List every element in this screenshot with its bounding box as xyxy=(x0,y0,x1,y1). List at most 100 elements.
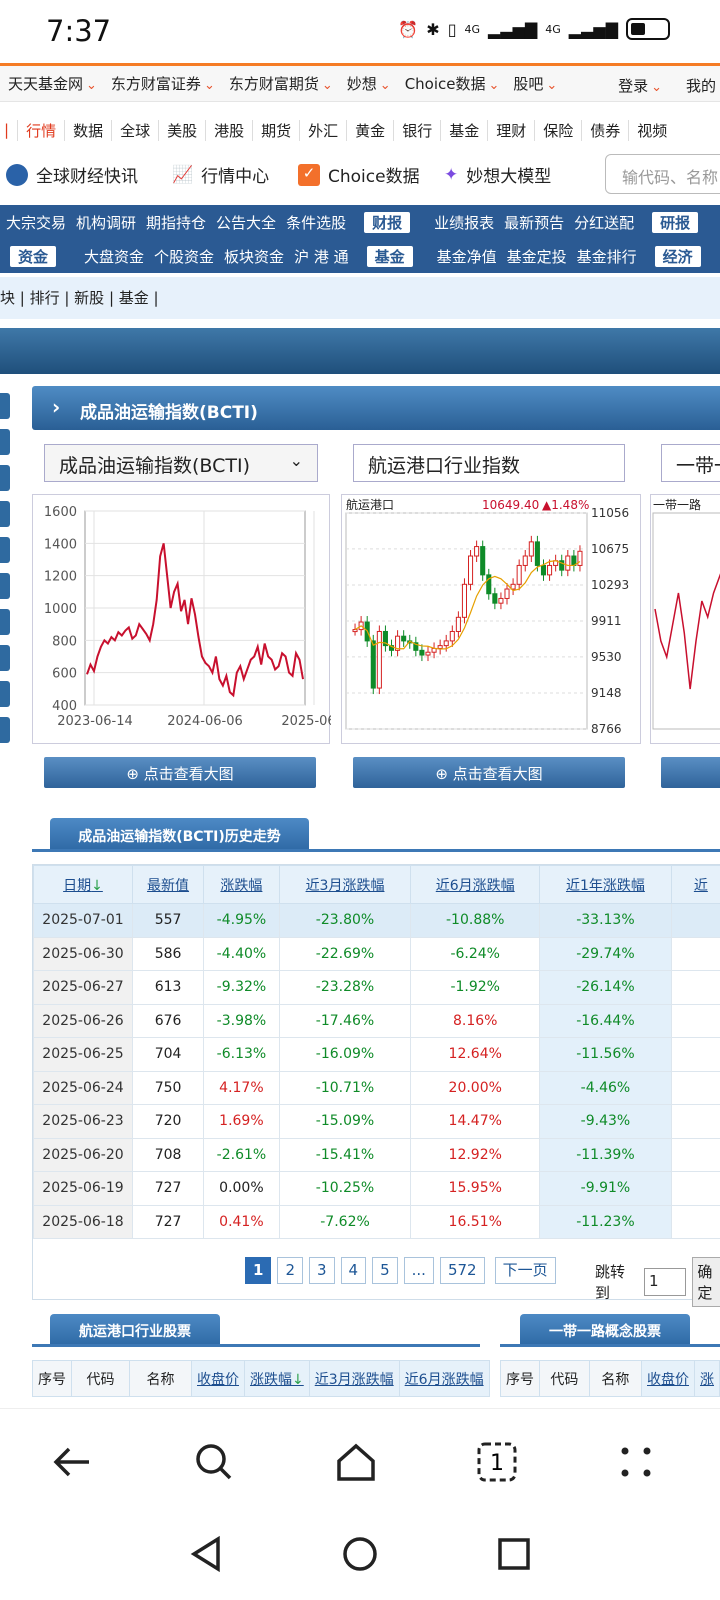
page-button[interactable]: 572 xyxy=(439,1257,485,1284)
topnav-item[interactable]: 东方财富证券 xyxy=(111,73,215,94)
datanav-item[interactable]: 大宗交易 xyxy=(6,213,67,232)
side-tab[interactable] xyxy=(0,573,10,599)
side-tab[interactable] xyxy=(0,645,10,671)
home-icon[interactable] xyxy=(331,1437,381,1487)
page-button[interactable]: 4 xyxy=(340,1257,367,1284)
col-6m[interactable]: 近6月涨跌幅 xyxy=(398,1360,490,1397)
next-page-button[interactable]: 下一页 xyxy=(494,1257,556,1284)
subnav-item[interactable]: 基金 xyxy=(440,119,487,141)
back-arrow-icon[interactable] xyxy=(47,1437,97,1487)
choice-link[interactable]: ✓ Choice数据 xyxy=(298,162,420,187)
bcti-chart-card[interactable]: 1600 1400 1200 1000 800 600 400 2023-06-14 2024-… xyxy=(32,494,349,744)
side-tab[interactable] xyxy=(0,609,10,635)
subnav-item[interactable]: 债券 xyxy=(581,119,628,141)
subnav-item[interactable]: 黄金 xyxy=(346,119,393,141)
more-cell xyxy=(670,1171,720,1206)
col-change[interactable]: 涨跌幅 xyxy=(203,865,280,904)
topnav-item[interactable]: 天天基金网 xyxy=(8,73,97,94)
datanav-item[interactable]: 期指持仓 xyxy=(146,213,207,232)
col-date[interactable]: 日期↓ xyxy=(33,865,133,904)
topnav-item[interactable]: Choice数据 xyxy=(405,73,500,94)
datanav-item[interactable]: 板块资金 xyxy=(224,247,285,266)
side-tab[interactable] xyxy=(0,681,10,707)
col-more[interactable]: 近 xyxy=(670,865,720,904)
subnav-item[interactable]: 美股 xyxy=(158,119,205,141)
subnav-item[interactable]: 港股 xyxy=(205,119,252,141)
system-home-icon[interactable] xyxy=(340,1534,380,1574)
side-tab[interactable] xyxy=(0,501,10,527)
view-big-chart-button[interactable] xyxy=(661,757,720,788)
subnav-item[interactable]: 全球 xyxy=(111,119,158,141)
menu-dots-icon[interactable] xyxy=(611,1437,661,1487)
side-tab[interactable] xyxy=(0,429,10,455)
market-center-link[interactable]: 📈 行情中心 xyxy=(172,162,269,188)
model-link[interactable]: ✦ 妙想大模型 xyxy=(444,162,551,188)
topnav-item[interactable]: 东方财富期货 xyxy=(229,73,333,94)
datanav-item[interactable]: 个股资金 xyxy=(154,247,215,266)
shipping-stocks-tab[interactable]: 航运港口行业股票 xyxy=(50,1314,220,1345)
topnav-item[interactable]: 妙想 xyxy=(347,73,391,94)
side-tab[interactable] xyxy=(0,717,10,743)
subnav-item[interactable]: 期货 xyxy=(252,119,299,141)
datanav-item[interactable]: 大盘资金 xyxy=(84,247,145,266)
datanav-item[interactable]: 最新预告 xyxy=(504,213,565,232)
col-close[interactable]: 收盘价 xyxy=(641,1360,695,1397)
change-cell: -4.40% xyxy=(203,936,280,971)
breadcrumb[interactable]: 块 | 排行 | 新股 | 基金 | xyxy=(0,277,720,319)
datanav-item[interactable]: 基金定投 xyxy=(506,247,567,266)
subnav-item[interactable]: 外汇 xyxy=(299,119,346,141)
concept-select[interactable]: 一带一 xyxy=(661,444,720,482)
datanav-item[interactable]: 条件选股 xyxy=(286,213,347,232)
search-input[interactable]: 输代码、名称 xyxy=(605,154,720,194)
col-6m[interactable]: 近6月涨跌幅 xyxy=(410,865,541,904)
side-tab[interactable] xyxy=(0,465,10,491)
shipping-chart-card[interactable]: 航运港口 10649.40 ▲1.48% 11056 10675 10293 9911 953… xyxy=(341,494,641,744)
candle-body xyxy=(455,616,461,632)
datanav-item[interactable]: 公告大全 xyxy=(216,213,277,232)
col-3m[interactable]: 近3月涨跌幅 xyxy=(278,865,412,904)
industry-select[interactable]: 航运港口行业指数 xyxy=(353,444,625,482)
col-latest[interactable]: 最新值 xyxy=(131,865,205,904)
search-icon[interactable] xyxy=(189,1437,239,1487)
mine-link[interactable]: 我的 xyxy=(685,77,716,95)
beltroad-stocks-tab[interactable]: 一带一路概念股票 xyxy=(520,1314,690,1345)
login-link[interactable]: 登录 xyxy=(618,75,662,96)
history-tab[interactable]: 成品油运输指数(BCTI)历史走势 xyxy=(50,818,309,850)
subnav-item[interactable]: 数据 xyxy=(64,119,111,141)
subnav-item[interactable]: 保险 xyxy=(534,119,581,141)
col-3m[interactable]: 近3月涨跌幅 xyxy=(308,1360,400,1397)
side-tab[interactable] xyxy=(0,537,10,563)
side-tab[interactable] xyxy=(0,393,10,419)
datanav-item[interactable]: 分红送配 xyxy=(574,213,635,232)
subnav-item[interactable]: 银行 xyxy=(393,119,440,141)
col-1y[interactable]: 近1年涨跌幅 xyxy=(539,865,672,904)
col-change[interactable]: 涨跌幅↓ xyxy=(244,1360,310,1397)
system-recents-icon[interactable] xyxy=(494,1534,534,1574)
subnav-item[interactable]: 行情 xyxy=(17,119,64,141)
datanav-item[interactable]: 沪 港 通 xyxy=(294,247,349,266)
global-news-link[interactable]: 全球财经快讯 xyxy=(6,162,138,187)
datanav-item[interactable]: 基金排行 xyxy=(576,247,637,266)
tabs-icon[interactable]: 1 xyxy=(472,1437,522,1487)
system-back-icon[interactable] xyxy=(186,1534,226,1574)
jump-ok-button[interactable]: 确定 xyxy=(692,1257,720,1307)
col-change[interactable]: 涨 xyxy=(694,1360,720,1397)
datanav-item[interactable]: 业绩报表 xyxy=(434,213,495,232)
subnav-item[interactable]: 理财 xyxy=(487,119,534,141)
view-big-chart-button[interactable]: ⊕ 点击查看大图 xyxy=(44,757,316,788)
index-select[interactable]: 成品油运输指数(BCTI) ⌄ xyxy=(44,444,318,482)
datanav-item[interactable]: 机构调研 xyxy=(76,213,137,232)
topnav-item[interactable]: 股吧 xyxy=(513,73,557,94)
jump-input[interactable]: 1 xyxy=(643,1268,687,1296)
subnav-item[interactable]: | xyxy=(4,121,10,139)
col-close[interactable]: 收盘价 xyxy=(191,1360,245,1397)
page-button[interactable]: 3 xyxy=(308,1257,335,1284)
datanav-item[interactable]: 基金净值 xyxy=(436,247,497,266)
page-button[interactable]: 2 xyxy=(277,1257,303,1284)
page-button[interactable]: 5 xyxy=(372,1257,398,1284)
view-big-chart-button[interactable]: ⊕ 点击查看大图 xyxy=(353,757,625,788)
subnav-item[interactable]: 视频 xyxy=(628,119,675,141)
page-button[interactable]: 1 xyxy=(245,1257,272,1284)
change-6m-cell: 15.95% xyxy=(410,1171,541,1206)
beltroad-chart-card[interactable]: 一带一路 xyxy=(650,494,720,744)
